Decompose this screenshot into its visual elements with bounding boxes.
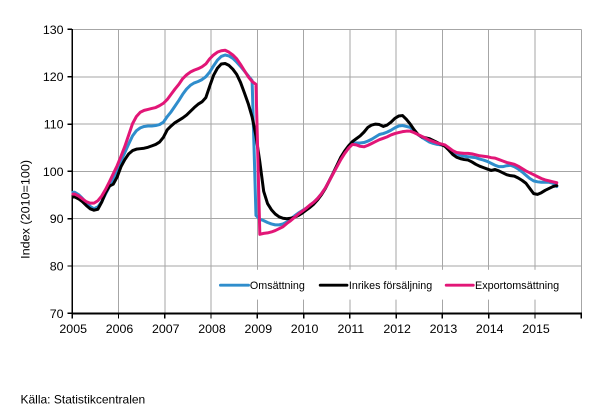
svg-text:100: 100: [43, 165, 64, 179]
svg-text:70: 70: [50, 307, 64, 321]
svg-text:2012: 2012: [383, 322, 411, 336]
svg-text:Inrikes försäljning: Inrikes försäljning: [349, 280, 432, 292]
svg-text:2015: 2015: [522, 322, 550, 336]
svg-text:2007: 2007: [152, 322, 180, 336]
svg-text:Exportomsättning: Exportomsättning: [475, 280, 559, 292]
svg-text:2010: 2010: [291, 322, 319, 336]
svg-text:90: 90: [50, 212, 64, 226]
svg-text:2011: 2011: [338, 322, 365, 336]
svg-text:110: 110: [44, 117, 64, 131]
svg-text:120: 120: [43, 70, 64, 84]
svg-text:Omsättning: Omsättning: [250, 280, 305, 292]
svg-text:130: 130: [43, 23, 64, 37]
svg-text:2014: 2014: [476, 322, 504, 336]
svg-text:2008: 2008: [198, 322, 226, 336]
svg-text:2013: 2013: [430, 322, 458, 336]
svg-text:Källa: Statistikcentralen: Källa: Statistikcentralen: [21, 393, 146, 407]
svg-text:80: 80: [50, 259, 64, 273]
svg-text:2009: 2009: [245, 322, 273, 336]
svg-text:2005: 2005: [59, 322, 87, 336]
svg-text:2006: 2006: [106, 322, 134, 336]
svg-text:Index (2010=100): Index (2010=100): [19, 160, 33, 259]
